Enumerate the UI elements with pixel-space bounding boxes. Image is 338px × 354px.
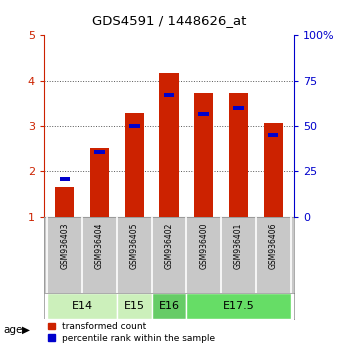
Text: E16: E16 <box>159 301 179 311</box>
Bar <box>229 92 248 217</box>
Bar <box>186 293 291 319</box>
Bar <box>233 106 244 110</box>
Text: E17.5: E17.5 <box>223 301 255 311</box>
Bar <box>55 187 74 217</box>
Text: ▶: ▶ <box>22 325 30 335</box>
Text: GDS4591 / 1448626_at: GDS4591 / 1448626_at <box>92 13 246 27</box>
Text: GSM936405: GSM936405 <box>130 223 139 269</box>
Text: GSM936401: GSM936401 <box>234 223 243 269</box>
Text: GSM936400: GSM936400 <box>199 223 208 269</box>
Legend: transformed count, percentile rank within the sample: transformed count, percentile rank withi… <box>48 322 215 343</box>
Bar <box>194 93 213 217</box>
Text: GSM936403: GSM936403 <box>60 223 69 269</box>
Text: E14: E14 <box>72 301 93 311</box>
Bar <box>152 293 186 319</box>
Bar <box>198 112 209 116</box>
Text: age: age <box>3 325 23 335</box>
Bar <box>90 148 109 217</box>
Bar <box>59 177 70 181</box>
Text: E15: E15 <box>124 301 145 311</box>
Bar <box>264 123 283 217</box>
Bar <box>164 93 174 97</box>
Bar <box>129 124 140 128</box>
Bar <box>160 73 178 217</box>
Bar <box>268 133 279 137</box>
Text: GSM936406: GSM936406 <box>269 223 278 269</box>
Bar <box>94 150 105 154</box>
Bar <box>125 113 144 217</box>
Text: GSM936404: GSM936404 <box>95 223 104 269</box>
Text: GSM936402: GSM936402 <box>165 223 173 269</box>
Bar <box>47 293 117 319</box>
Bar <box>117 293 152 319</box>
